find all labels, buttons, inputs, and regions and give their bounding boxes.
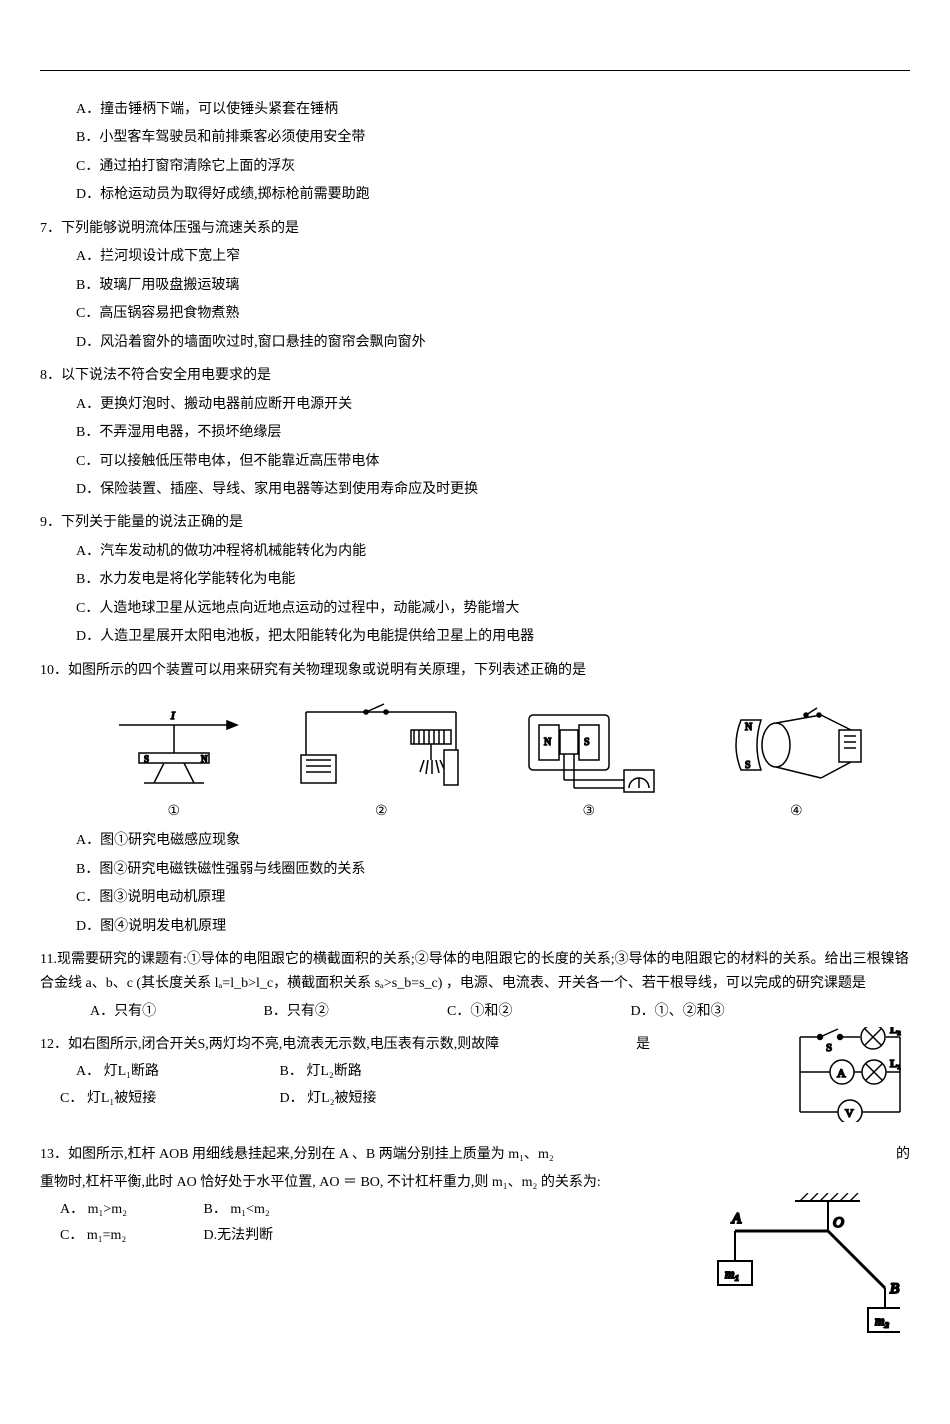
- q6-option-b: B．小型客车驾驶员和前排乘客必须使用安全带: [76, 127, 910, 149]
- q10-option-c: C．图③说明电动机原理: [76, 887, 910, 909]
- q8-option-c: C．可以接触低压带电体，但不能靠近高压带电体: [76, 451, 910, 473]
- q12-option-c: C． 灯L₁被短接: [60, 1088, 276, 1110]
- q12-stem-a: 12．如右图所示,闭合开关S,两灯均不亮,电流表无示数,电压表有示数,则故障: [40, 1037, 499, 1052]
- q12-option-d: D． 灯L₂被短接: [280, 1091, 377, 1106]
- svg-text:O: O: [833, 1215, 844, 1231]
- svg-text:I: I: [170, 710, 176, 722]
- q12-stem: 12．如右图所示,闭合开关S,两灯均不亮,电流表无示数,电压表有示数,则故障 是: [40, 1033, 910, 1057]
- l2-label: L₂: [890, 1027, 901, 1036]
- ammeter-label: A: [837, 1066, 846, 1080]
- diagram-4-label: ④: [693, 803, 901, 820]
- q13-option-b: B． m₁<m₂: [204, 1202, 270, 1217]
- diagram-3: N S ③: [485, 700, 693, 820]
- q10-option-d: D．图④说明发电机原理: [76, 916, 910, 938]
- q13-option-d: D.无法判断: [204, 1228, 274, 1243]
- q10-stem: 10．如图所示的四个装置可以用来研究有关物理现象或说明有关原理，下列表述正确的是: [40, 659, 910, 683]
- q7-option-c: C．高压锅容易把食物煮熟: [76, 303, 910, 325]
- svg-text:S: S: [745, 760, 751, 771]
- diagram-1: I S N ①: [70, 705, 278, 820]
- q11-stem: 11.现需要研究的课题有:①导体的电阻跟它的横截面积的关系;②导体的电阻跟它的长…: [40, 948, 910, 996]
- q8-option-a: A．更换灯泡时、搬动电器前应断开电源开关: [76, 394, 910, 416]
- q9-option-a: A．汽车发动机的做功冲程将机械能转化为内能: [76, 541, 910, 563]
- q8-stem: 8．以下说法不符合安全用电要求的是: [40, 364, 910, 388]
- q9-option-d: D．人造卫星展开太阳电池板，把太阳能转化为电能提供给卫星上的用电器: [76, 626, 910, 648]
- q13-lever-diagram: A O B m₁ m₂: [700, 1193, 900, 1338]
- q7-stem: 7．下列能够说明流体压强与流速关系的是: [40, 217, 910, 241]
- svg-text:S: S: [584, 737, 590, 748]
- q11-option-a: A．只有①: [90, 1000, 260, 1024]
- q10-diagrams: I S N ①: [70, 700, 900, 820]
- q11-option-c: C．①和②: [447, 1000, 627, 1024]
- svg-text:m₂: m₂: [875, 1313, 889, 1328]
- q13-stem-c: 重物时,杠杆平衡,此时 AO 恰好处于水平位置, AO ＝ BO, 不计杠杆重力…: [40, 1171, 910, 1195]
- q8-option-b: B．不弄湿用电器，不损坏绝缘层: [76, 422, 910, 444]
- q6-option-c: C．通过拍打窗帘清除它上面的浮灰: [76, 156, 910, 178]
- q13-option-c: C． m₁=m₂: [60, 1225, 200, 1247]
- q12-option-a: A． 灯L₁断路: [76, 1061, 276, 1083]
- q9-option-b: B．水力发电是将化学能转化为电能: [76, 569, 910, 591]
- q13-stem-a: 13．如图所示,杠杆 AOB 用细线悬挂起来,分别在 A 、B 两端分别挂上质量…: [40, 1147, 554, 1162]
- svg-text:S: S: [144, 754, 149, 764]
- svg-text:N: N: [201, 754, 208, 764]
- diagram-3-label: ③: [485, 803, 693, 820]
- svg-text:B: B: [890, 1281, 899, 1297]
- l1-label: L₁: [890, 1058, 901, 1070]
- q13-stem-b: 的: [896, 1143, 910, 1167]
- q12-circuit-diagram: S L₂ A L₁: [790, 1027, 910, 1127]
- q11-option-b: B．只有②: [264, 1000, 444, 1024]
- q12-stem-b: 是: [636, 1033, 650, 1057]
- q10-option-b: B．图②研究电磁铁磁性强弱与线圈匝数的关系: [76, 859, 910, 881]
- svg-text:N: N: [544, 737, 551, 748]
- voltmeter-label: V: [845, 1106, 854, 1120]
- q11-options: A．只有① B．只有② C．①和② D．①、②和③: [90, 1000, 910, 1024]
- svg-text:m₁: m₁: [725, 1266, 739, 1281]
- q7-option-b: B．玻璃厂用吸盘搬运玻璃: [76, 275, 910, 297]
- horizontal-rule: [40, 70, 910, 71]
- q7-option-d: D．风沿着窗外的墙面吹过时,窗口悬挂的窗帘会飘向窗外: [76, 332, 910, 354]
- q13-option-a: A． m₁>m₂: [60, 1199, 200, 1221]
- q9-stem: 9．下列关于能量的说法正确的是: [40, 511, 910, 535]
- q12-option-b: B． 灯L₂断路: [280, 1064, 362, 1079]
- q6-option-d: D．标枪运动员为取得好成绩,掷标枪前需要助跑: [76, 184, 910, 206]
- q8-option-d: D．保险装置、插座、导线、家用电器等达到使用寿命应及时更换: [76, 479, 910, 501]
- q13-stem: 13．如图所示,杠杆 AOB 用细线悬挂起来,分别在 A 、B 两端分别挂上质量…: [40, 1143, 910, 1167]
- q12-options-row2: C． 灯L₁被短接 D． 灯L₂被短接: [60, 1088, 910, 1110]
- svg-text:N: N: [745, 722, 752, 733]
- q10-option-a: A．图①研究电磁感应现象: [76, 830, 910, 852]
- q11-option-d: D．①、②和③: [631, 1000, 725, 1024]
- q6-option-a: A．撞击锤柄下端，可以使锤头紧套在锤柄: [76, 99, 910, 121]
- svg-text:A: A: [731, 1211, 742, 1227]
- diagram-1-label: ①: [70, 803, 278, 820]
- q9-option-c: C．人造地球卫星从远地点向近地点运动的过程中，动能减小，势能增大: [76, 598, 910, 620]
- diagram-2-label: ②: [278, 803, 486, 820]
- diagram-2: ②: [278, 700, 486, 820]
- q7-option-a: A．拦河坝设计成下宽上窄: [76, 246, 910, 268]
- diagram-4: N S ④: [693, 700, 901, 820]
- q12-options-row1: A． 灯L₁断路 B． 灯L₂断路: [76, 1061, 910, 1083]
- switch-label: S: [826, 1042, 832, 1054]
